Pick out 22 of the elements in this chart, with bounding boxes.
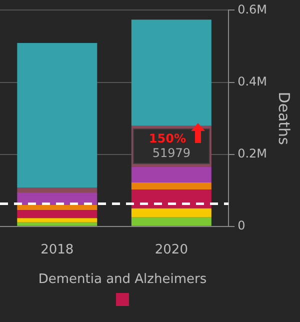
bar [131,208,212,218]
x-tick-label: 2020 [154,242,188,258]
bar [17,210,98,218]
y-tick-label: 0.4M [238,74,267,88]
bar [17,204,98,210]
y-tick-label: 0 [238,218,246,233]
bar [17,218,98,222]
bar [131,166,212,182]
y-tick-label: 0.6M [238,2,267,16]
y-axis-title: Deaths [275,92,294,146]
bar [131,217,212,226]
x-tick-label: 2018 [40,242,74,258]
bar [131,190,212,208]
bar [17,222,98,226]
bar [17,42,98,188]
text: Dementia and Alzheimers [37,272,208,287]
bar [131,182,212,190]
annotation: 150% [148,131,186,146]
y-tick-label: 0.2M [238,146,267,160]
data-label: 51979 [152,146,191,160]
bar [131,20,212,126]
bar [17,187,98,193]
